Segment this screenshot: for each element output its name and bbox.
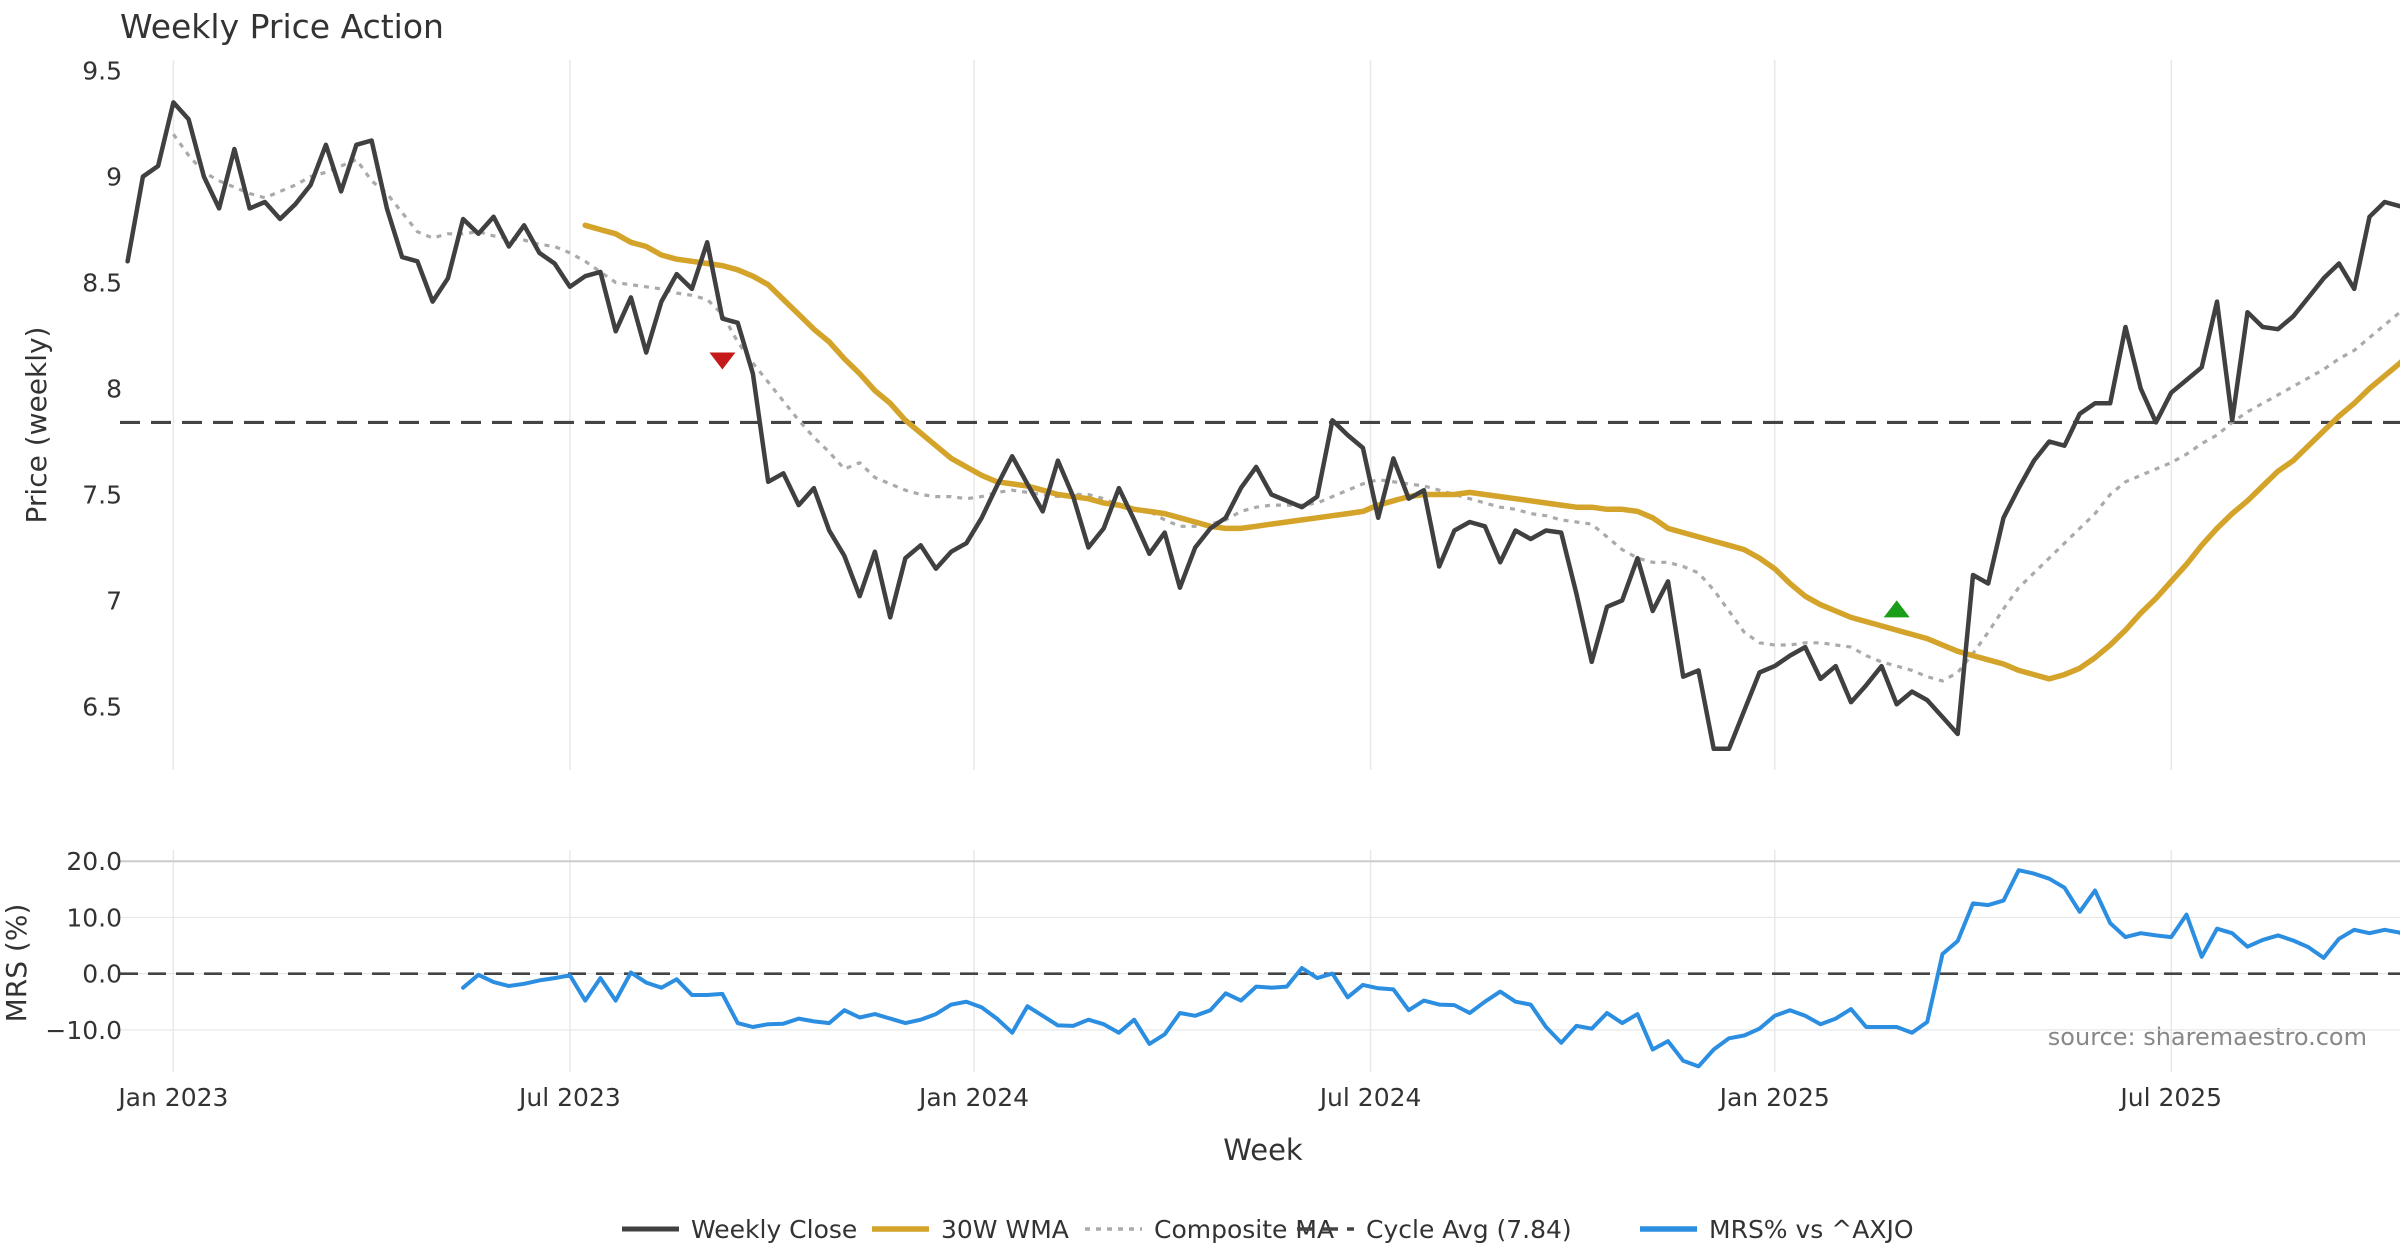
legend-item: Cycle Avg (7.84) <box>1297 1215 1572 1244</box>
legend-item: MRS% vs ^AXJO <box>1640 1215 1914 1244</box>
legend-item: Weekly Close <box>622 1215 857 1244</box>
wma-30w-line <box>582 222 2400 682</box>
signal-markers <box>709 352 1910 618</box>
mrs-y-tick-label: 0.0 <box>82 960 122 989</box>
legend: Weekly Close 30W WMA Composite MA Cycle Avg… <box>622 1215 1914 1244</box>
x-tick-label: Jul 2024 <box>1318 1083 1422 1112</box>
chart-title: Weekly Price Action <box>120 7 444 46</box>
legend-label: 30W WMA <box>941 1215 1069 1244</box>
buy-signal-marker <box>1883 600 1910 618</box>
price-y-tick-label: 8.5 <box>82 269 122 298</box>
source-note: source: sharemaestro.com <box>2048 1023 2367 1051</box>
x-axis-label: Week <box>1223 1133 1303 1167</box>
legend-label: Cycle Avg (7.84) <box>1366 1215 1572 1244</box>
x-tick-label: Jul 2023 <box>517 1083 621 1112</box>
mrs-y-tick-label: 10.0 <box>66 903 122 932</box>
mrs-y-axis-label: MRS (%) <box>0 904 33 1023</box>
mrs-y-tick-label: −10.0 <box>45 1016 122 1045</box>
price-y-tick-label: 6.5 <box>82 692 122 721</box>
mrs-y-tick-label: 20.0 <box>66 847 122 876</box>
price-y-tick-label: 9 <box>106 163 122 192</box>
price-y-tick-label: 8 <box>106 375 122 404</box>
price-y-tick-label: 7 <box>106 586 122 615</box>
price-grid <box>172 60 2172 770</box>
weekly-close-line <box>125 100 2400 752</box>
series-layer <box>125 100 2400 1069</box>
x-tick-label: Jan 2024 <box>917 1083 1029 1112</box>
sell-signal-marker <box>709 352 736 370</box>
x-tick-label: Jul 2025 <box>2118 1083 2222 1112</box>
mrs-line <box>461 868 2400 1069</box>
legend-label: MRS% vs ^AXJO <box>1709 1215 1914 1244</box>
price-y-axis-label: Price (weekly) <box>20 327 53 524</box>
legend-label: Weekly Close <box>691 1215 857 1244</box>
price-y-ticks: 6.5 7 7.5 8 8.5 9 9.5 <box>82 57 122 722</box>
price-y-tick-label: 7.5 <box>82 480 122 509</box>
composite-ma-line <box>172 133 2400 683</box>
price-y-tick-label: 9.5 <box>82 57 122 86</box>
legend-item: Composite MA <box>1085 1215 1334 1244</box>
x-tick-label: Jan 2023 <box>116 1083 228 1112</box>
x-tick-label: Jan 2025 <box>1718 1083 1830 1112</box>
legend-item: 30W WMA <box>872 1215 1069 1244</box>
x-ticks: Jan 2023 Jul 2023 Jan 2024 Jul 2024 Jan 2025… <box>116 1083 2222 1112</box>
mrs-y-ticks: −10.0 0.0 10.0 20.0 <box>45 847 122 1045</box>
